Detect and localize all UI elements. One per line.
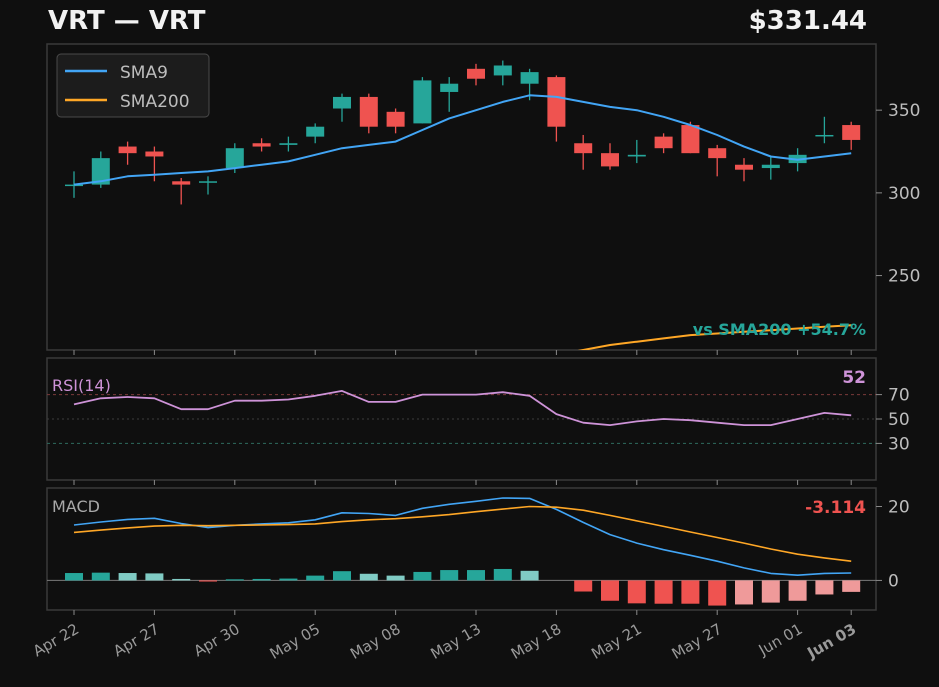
- candle-body: [681, 125, 700, 154]
- rsi-series: [47, 389, 876, 444]
- macd-histogram-bar: [627, 580, 646, 604]
- macd-histogram-bar: [708, 580, 727, 606]
- price-label: $331.44: [748, 6, 867, 36]
- candle-body: [333, 96, 351, 109]
- candle-body: [547, 77, 566, 127]
- macd-histogram-bar: [574, 580, 593, 592]
- x-tick-label: Apr 30: [191, 620, 243, 660]
- candle-body: [65, 184, 83, 187]
- macd-histogram-bar: [199, 580, 217, 582]
- macd-histogram-bar: [252, 578, 271, 581]
- rsi-y-tick-label: 30: [888, 434, 910, 454]
- candle-body: [145, 151, 164, 157]
- candle-body: [467, 68, 485, 79]
- macd-histogram-bar: [735, 580, 753, 605]
- price-series: [65, 60, 861, 350]
- price-y-tick-label: 300: [888, 184, 920, 204]
- macd-histogram-bar: [172, 578, 191, 581]
- macd-histogram-bar: [65, 573, 83, 581]
- macd-histogram-bar: [761, 580, 780, 603]
- rsi-y-tick-label: 70: [888, 386, 910, 406]
- candle-body: [386, 111, 405, 127]
- chart-title: VRT — VRT: [48, 6, 206, 36]
- candle-body: [574, 143, 593, 154]
- macd-label: MACD: [52, 497, 100, 516]
- x-tick-label: May 08: [347, 620, 404, 663]
- legend: SMA9 SMA200: [56, 53, 210, 118]
- macd-histogram-bar: [333, 571, 351, 581]
- signal-line: [73, 505, 852, 562]
- candle-body: [708, 148, 727, 159]
- macd-y-tick-label: 20: [888, 497, 910, 517]
- macd-y-tick-label: 0: [888, 571, 899, 591]
- macd-histogram-bar: [520, 570, 539, 581]
- candle-body: [279, 143, 298, 145]
- candle-body: [306, 126, 325, 137]
- candle-body: [601, 153, 619, 167]
- candle-body: [440, 83, 459, 92]
- macd-histogram-bar: [386, 575, 405, 581]
- macd-histogram-bar: [225, 579, 244, 581]
- x-tick-label: Jun 01: [755, 620, 806, 660]
- macd-line: [73, 497, 852, 577]
- candle-body: [252, 143, 271, 147]
- x-tick-label: May 05: [267, 620, 324, 663]
- macd-histogram-bar: [413, 571, 432, 581]
- macd-histogram-bar: [601, 580, 619, 601]
- rsi-y-tick-label: 50: [888, 410, 910, 430]
- macd-histogram-bar: [654, 580, 673, 604]
- legend-label-sma200: SMA200: [120, 92, 190, 112]
- macd-series: [47, 497, 876, 606]
- candle-body: [761, 164, 780, 169]
- x-tick-label: Apr 22: [30, 620, 82, 660]
- rsi-value: 52: [842, 368, 866, 388]
- candle-body: [493, 65, 512, 76]
- candle-body: [91, 158, 110, 185]
- candle-body: [359, 96, 378, 127]
- rsi-label: RSI(14): [52, 376, 111, 395]
- x-tick-label: May 18: [508, 620, 565, 663]
- x-tick-label: Jun 03: [803, 620, 859, 663]
- macd-histogram-bar: [467, 570, 485, 581]
- macd-histogram-bar: [91, 572, 110, 581]
- candle-body: [520, 72, 539, 84]
- x-tick-label: Apr 27: [110, 620, 162, 660]
- legend-label-sma9: SMA9: [120, 63, 168, 83]
- macd-histogram-bar: [440, 570, 459, 581]
- macd-histogram-bar: [306, 575, 325, 581]
- sma200-line: [577, 324, 852, 350]
- macd-histogram-bar: [842, 580, 861, 592]
- macd-histogram-bar: [118, 573, 137, 581]
- rsi-panel: [46, 357, 877, 481]
- candle-body: [627, 154, 646, 157]
- x-tick-label: May 27: [669, 620, 726, 663]
- candle-body: [118, 146, 137, 154]
- x-tick-label: May 21: [588, 620, 645, 663]
- macd-histogram-bar: [815, 580, 834, 595]
- macd-histogram-bar: [145, 573, 164, 581]
- price-y-tick-label: 250: [888, 267, 920, 287]
- sma9-line: [73, 94, 852, 186]
- macd-histogram-bar: [681, 580, 700, 604]
- x-tick-label: May 13: [427, 620, 484, 663]
- rsi-line: [73, 389, 852, 427]
- macd-histogram-bar: [493, 568, 512, 581]
- macd-histogram-bar: [359, 573, 378, 581]
- candle-body: [199, 181, 217, 183]
- sma200-annotation: vs SMA200 +54.7%: [693, 320, 866, 339]
- macd-value: -3.114: [805, 498, 866, 518]
- candle-body: [172, 181, 191, 185]
- macd-histogram-bar: [279, 578, 298, 581]
- candle-body: [413, 80, 432, 124]
- candle-body: [654, 136, 673, 149]
- candle-body: [815, 134, 834, 137]
- candle-body: [225, 148, 244, 169]
- candle-body: [842, 125, 861, 140]
- candle-body: [735, 164, 753, 170]
- macd-histogram-bar: [788, 580, 807, 601]
- price-y-tick-label: 350: [888, 101, 920, 121]
